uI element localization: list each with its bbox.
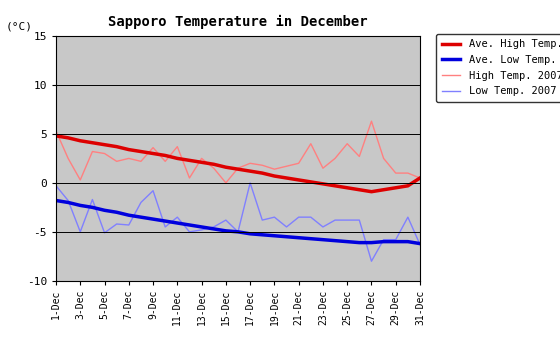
Legend: Ave. High Temp., Ave. Low Temp., High Temp. 2007, Low Temp. 2007: Ave. High Temp., Ave. Low Temp., High Te… — [436, 34, 560, 102]
Text: (°C): (°C) — [6, 22, 32, 32]
Text: Sapporo Temperature in December: Sapporo Temperature in December — [108, 14, 368, 28]
